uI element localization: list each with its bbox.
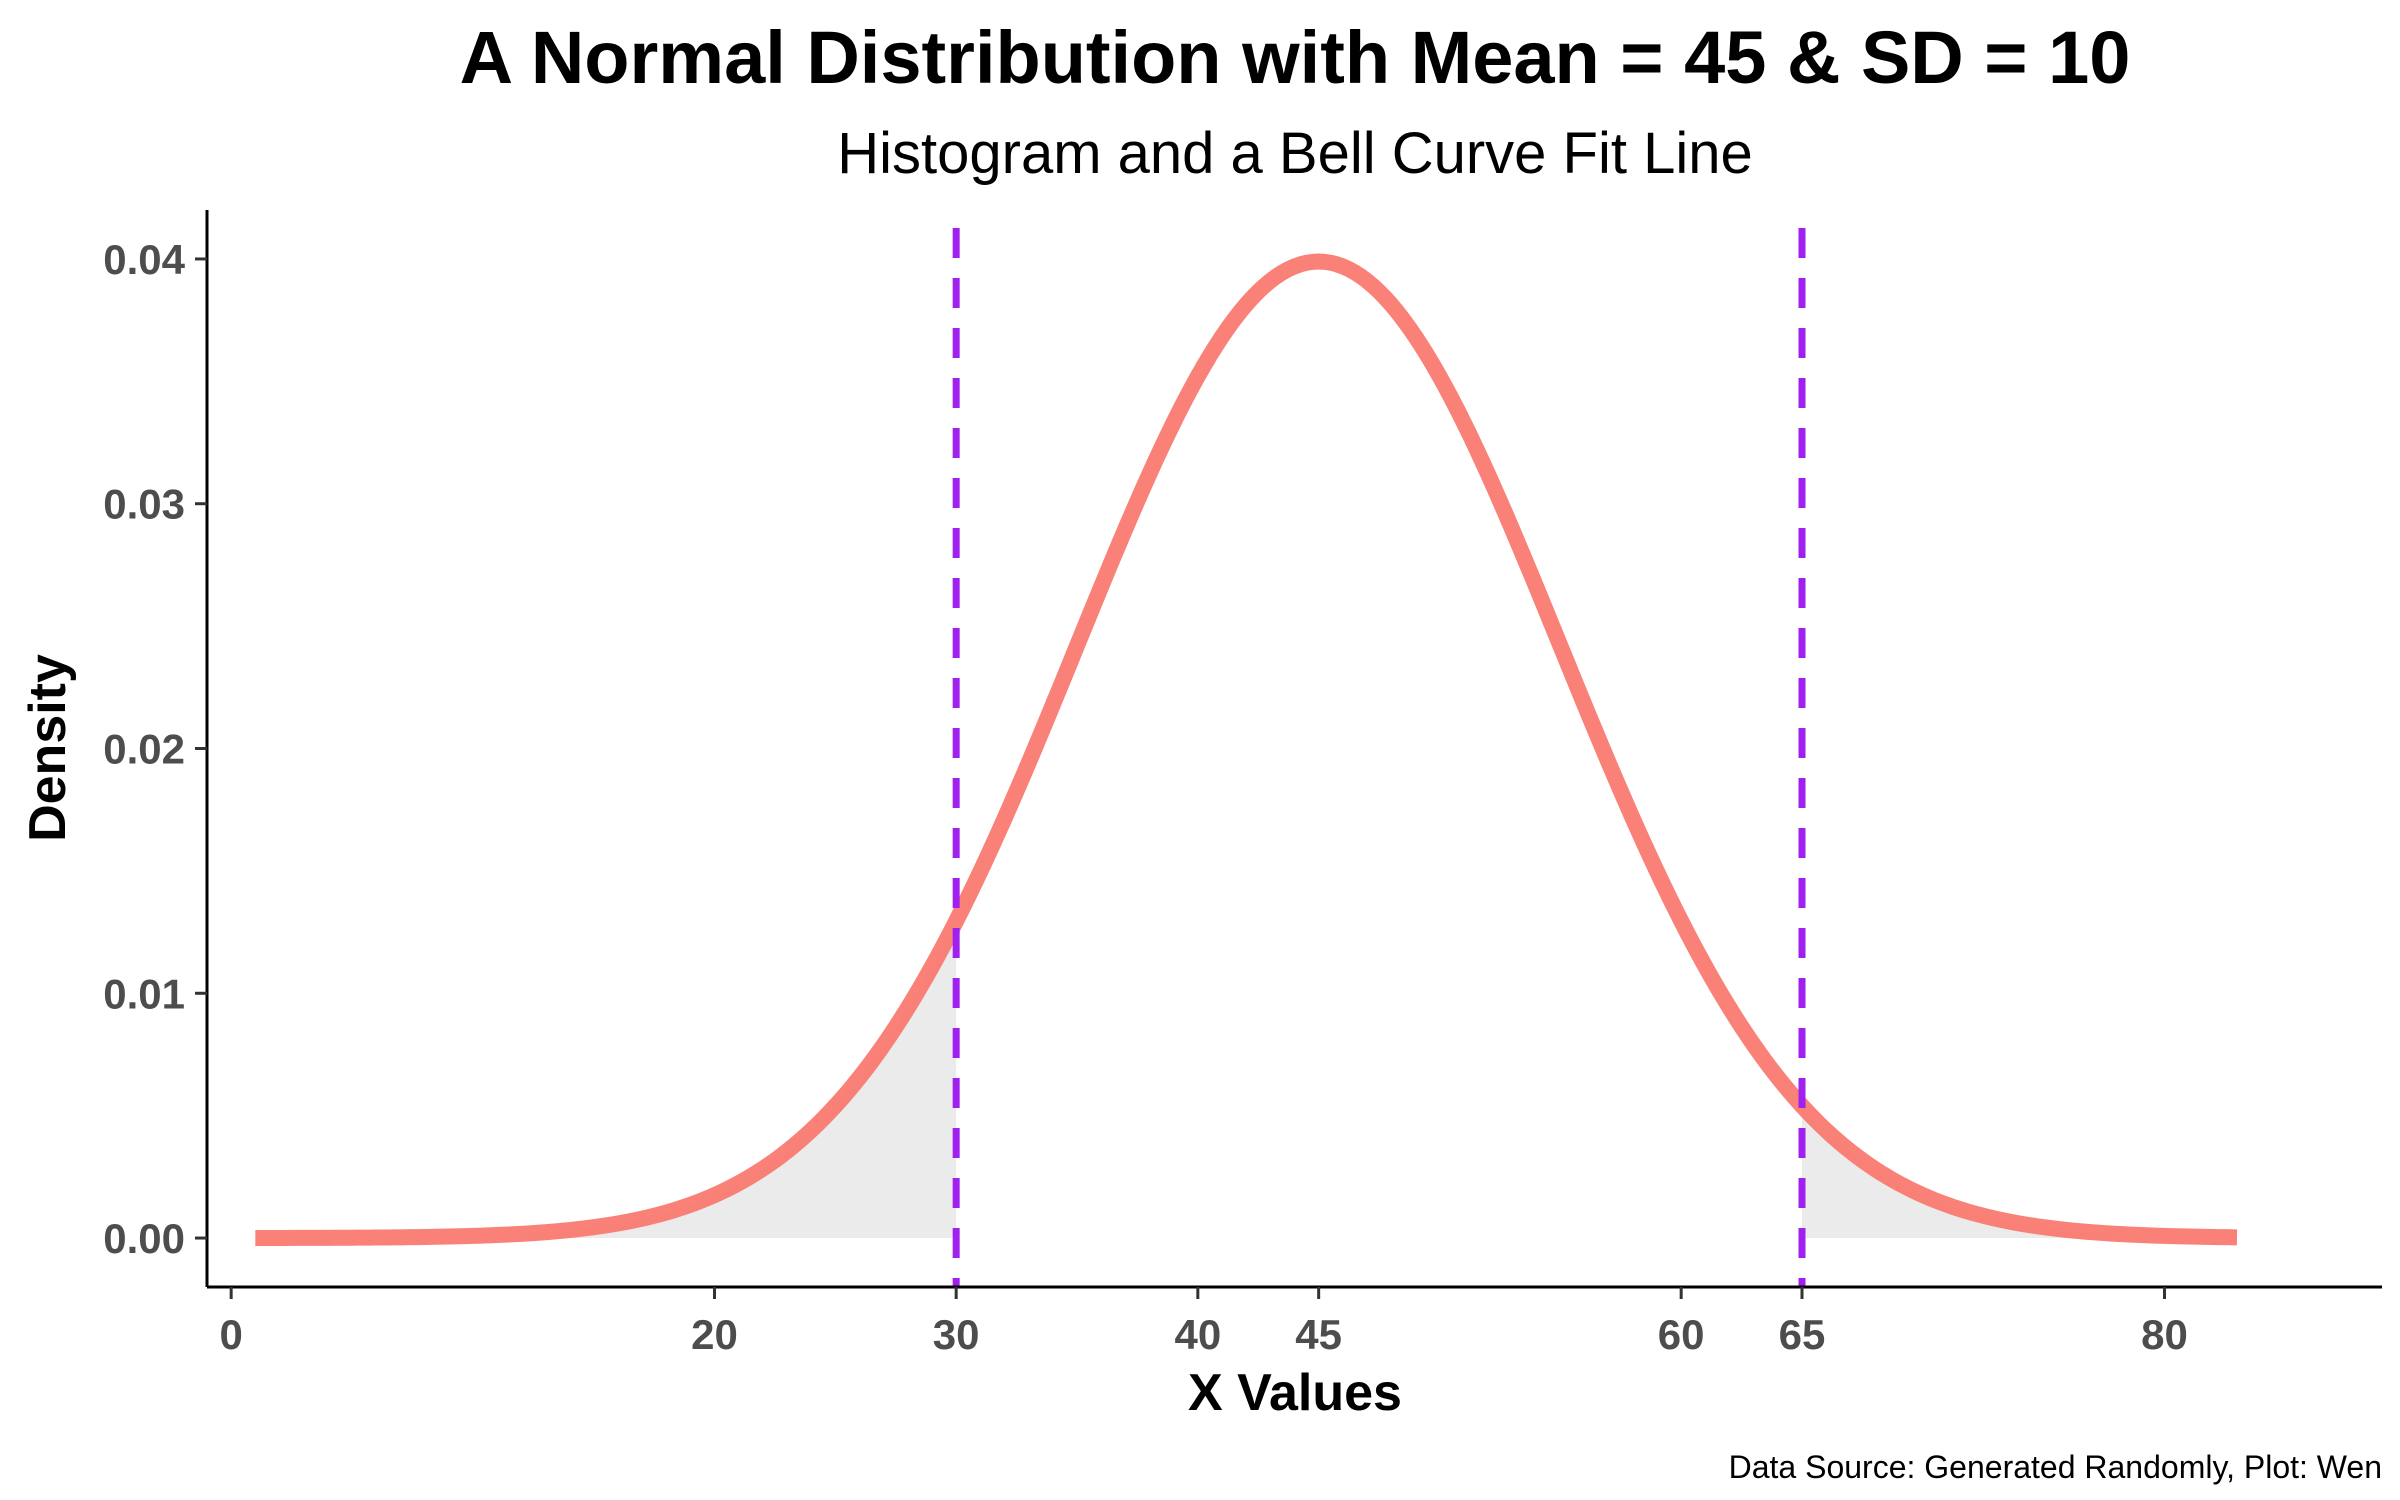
bell-curve-line xyxy=(253,253,2239,1246)
y-tick-label: 0.01 xyxy=(103,970,185,1017)
shaded-region-2 xyxy=(1802,1105,2237,1239)
x-axis-title: X Values xyxy=(1188,1364,1402,1422)
curve-layer xyxy=(253,253,2239,1246)
x-axis-ticks: 0 20 30 40 45 60 65 80 xyxy=(219,1287,2188,1358)
x-tick-label: 40 xyxy=(1174,1311,1221,1358)
shaded-regions xyxy=(255,921,2237,1239)
x-tick-label: 60 xyxy=(1658,1311,1705,1358)
y-tick-label: 0.03 xyxy=(103,481,185,528)
y-axis-ticks: 0.00 0.01 0.02 0.03 0.04 xyxy=(103,236,207,1262)
x-tick-label: 65 xyxy=(1779,1311,1826,1358)
chart-subtitle: Histogram and a Bell Curve Fit Line xyxy=(837,121,1753,186)
x-tick-label: 20 xyxy=(691,1311,738,1358)
x-tick-label: 0 xyxy=(219,1311,242,1358)
y-tick-label: 0.02 xyxy=(103,726,185,773)
y-tick-label: 0.04 xyxy=(103,236,185,283)
x-tick-label: 45 xyxy=(1295,1311,1342,1358)
x-tick-label: 80 xyxy=(2141,1311,2188,1358)
y-axis-title: Density xyxy=(19,654,77,842)
chart-title: A Normal Distribution with Mean = 45 & S… xyxy=(460,16,2131,99)
reference-lines xyxy=(952,228,1806,1287)
x-tick-label: 30 xyxy=(933,1311,980,1358)
chart-caption: Data Source: Generated Randomly, Plot: W… xyxy=(1729,1449,2382,1485)
y-tick-label: 0.00 xyxy=(103,1215,185,1262)
